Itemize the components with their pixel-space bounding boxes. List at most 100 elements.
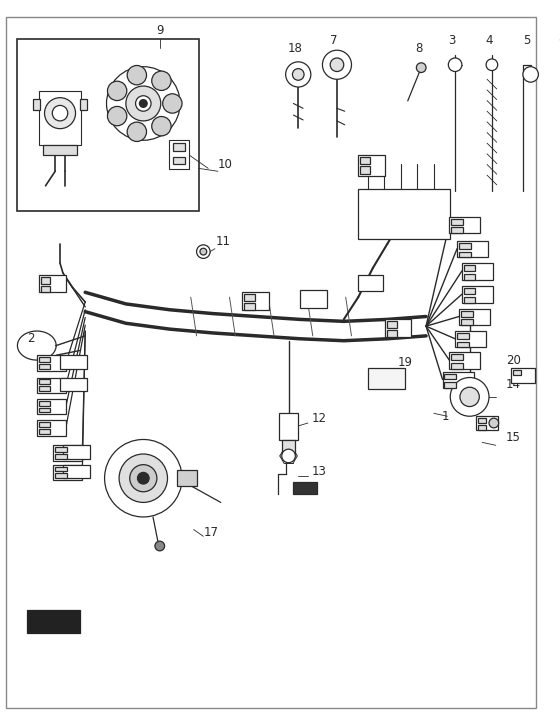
Bar	[43, 145, 77, 155]
Circle shape	[108, 81, 127, 101]
Circle shape	[155, 541, 165, 551]
Circle shape	[152, 117, 171, 136]
Bar	[358, 275, 384, 291]
Bar	[457, 241, 488, 257]
Circle shape	[323, 50, 352, 79]
Bar	[39, 428, 50, 434]
Text: 11: 11	[215, 236, 230, 249]
Bar	[385, 320, 410, 337]
Bar	[462, 263, 493, 280]
Circle shape	[52, 105, 68, 121]
Bar	[55, 454, 67, 459]
Bar	[445, 382, 456, 388]
Text: 19: 19	[397, 355, 412, 368]
Circle shape	[162, 94, 182, 113]
Text: 7: 7	[330, 34, 338, 47]
Circle shape	[126, 86, 161, 121]
Bar	[39, 401, 50, 405]
Circle shape	[330, 58, 344, 72]
Text: 17: 17	[204, 526, 218, 539]
Bar	[53, 465, 82, 480]
Text: 5: 5	[523, 34, 530, 47]
Circle shape	[417, 63, 426, 72]
Bar	[55, 447, 67, 452]
Circle shape	[105, 439, 182, 517]
Bar	[244, 294, 255, 301]
Circle shape	[108, 107, 127, 125]
Text: 1: 1	[442, 410, 449, 423]
Bar	[177, 471, 197, 486]
Circle shape	[557, 67, 560, 81]
Bar	[478, 425, 486, 430]
Bar	[445, 373, 456, 379]
Circle shape	[200, 248, 207, 255]
Bar	[37, 420, 66, 436]
Bar	[459, 309, 490, 326]
Text: 16: 16	[133, 439, 148, 452]
Bar	[477, 416, 498, 430]
Circle shape	[136, 96, 151, 111]
Circle shape	[138, 473, 149, 484]
Circle shape	[152, 71, 171, 91]
Bar	[17, 38, 199, 211]
Bar	[459, 243, 470, 249]
Circle shape	[523, 67, 538, 82]
Circle shape	[460, 387, 479, 407]
Text: 6: 6	[558, 34, 560, 47]
Bar	[55, 473, 67, 478]
Circle shape	[139, 99, 147, 107]
Bar	[455, 331, 486, 347]
Bar	[462, 286, 493, 303]
Bar	[37, 399, 66, 414]
Bar	[81, 99, 87, 110]
Text: 2: 2	[27, 332, 35, 345]
Text: FWD: FWD	[39, 616, 68, 626]
Bar	[60, 355, 87, 369]
Bar	[461, 320, 473, 326]
Bar	[478, 418, 486, 423]
Circle shape	[486, 59, 498, 70]
Bar	[63, 465, 90, 479]
Circle shape	[489, 418, 498, 428]
Text: 8: 8	[416, 42, 423, 55]
Bar	[293, 482, 316, 494]
Text: 18: 18	[288, 42, 303, 55]
Bar	[388, 330, 397, 337]
Bar	[358, 188, 450, 239]
Text: 15: 15	[506, 431, 521, 444]
Bar	[41, 277, 50, 283]
Circle shape	[45, 98, 76, 128]
Text: 3: 3	[449, 34, 456, 47]
Bar	[41, 286, 50, 292]
Bar	[39, 364, 50, 369]
Circle shape	[130, 465, 157, 492]
Bar	[53, 445, 82, 461]
Bar	[27, 610, 81, 633]
Text: 14: 14	[506, 378, 521, 391]
Bar	[388, 321, 397, 328]
Circle shape	[450, 378, 489, 416]
Bar	[60, 378, 87, 391]
Bar	[511, 368, 534, 384]
Circle shape	[127, 65, 147, 85]
Bar	[39, 275, 66, 292]
Bar	[459, 252, 470, 257]
Bar	[39, 386, 50, 391]
Bar	[442, 372, 474, 388]
Text: 4: 4	[486, 34, 493, 47]
Bar	[39, 407, 50, 413]
Bar	[39, 357, 50, 362]
Bar	[449, 217, 480, 233]
Bar	[37, 378, 66, 393]
Bar	[39, 91, 81, 145]
Circle shape	[127, 122, 147, 141]
Text: 12: 12	[312, 412, 327, 425]
Text: 10: 10	[217, 158, 232, 171]
Bar	[244, 303, 255, 310]
Circle shape	[449, 58, 462, 72]
Bar	[174, 143, 185, 151]
Text: 13: 13	[312, 465, 327, 478]
Circle shape	[282, 450, 295, 463]
Bar	[63, 445, 90, 459]
Bar	[513, 370, 521, 375]
